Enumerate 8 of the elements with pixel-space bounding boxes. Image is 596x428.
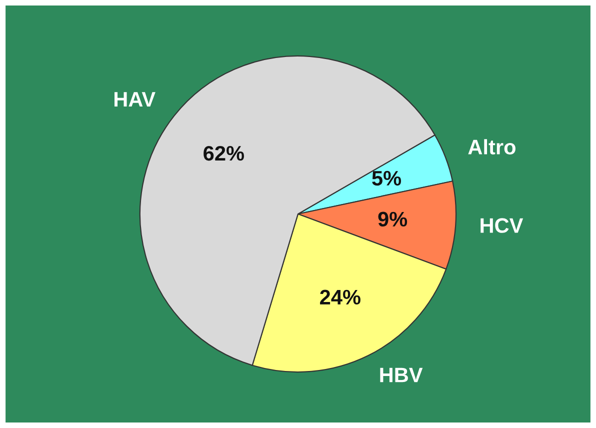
data-label: 5% [372,170,402,186]
slice-label: HBV [380,368,423,382]
slice-label: HAV [114,92,156,107]
data-label: 24% [320,290,360,304]
slice-label: Altro [468,139,516,154]
data-label: 9% [378,212,408,227]
data-label: 62% [204,146,244,161]
slice-label: HCV [480,218,524,233]
